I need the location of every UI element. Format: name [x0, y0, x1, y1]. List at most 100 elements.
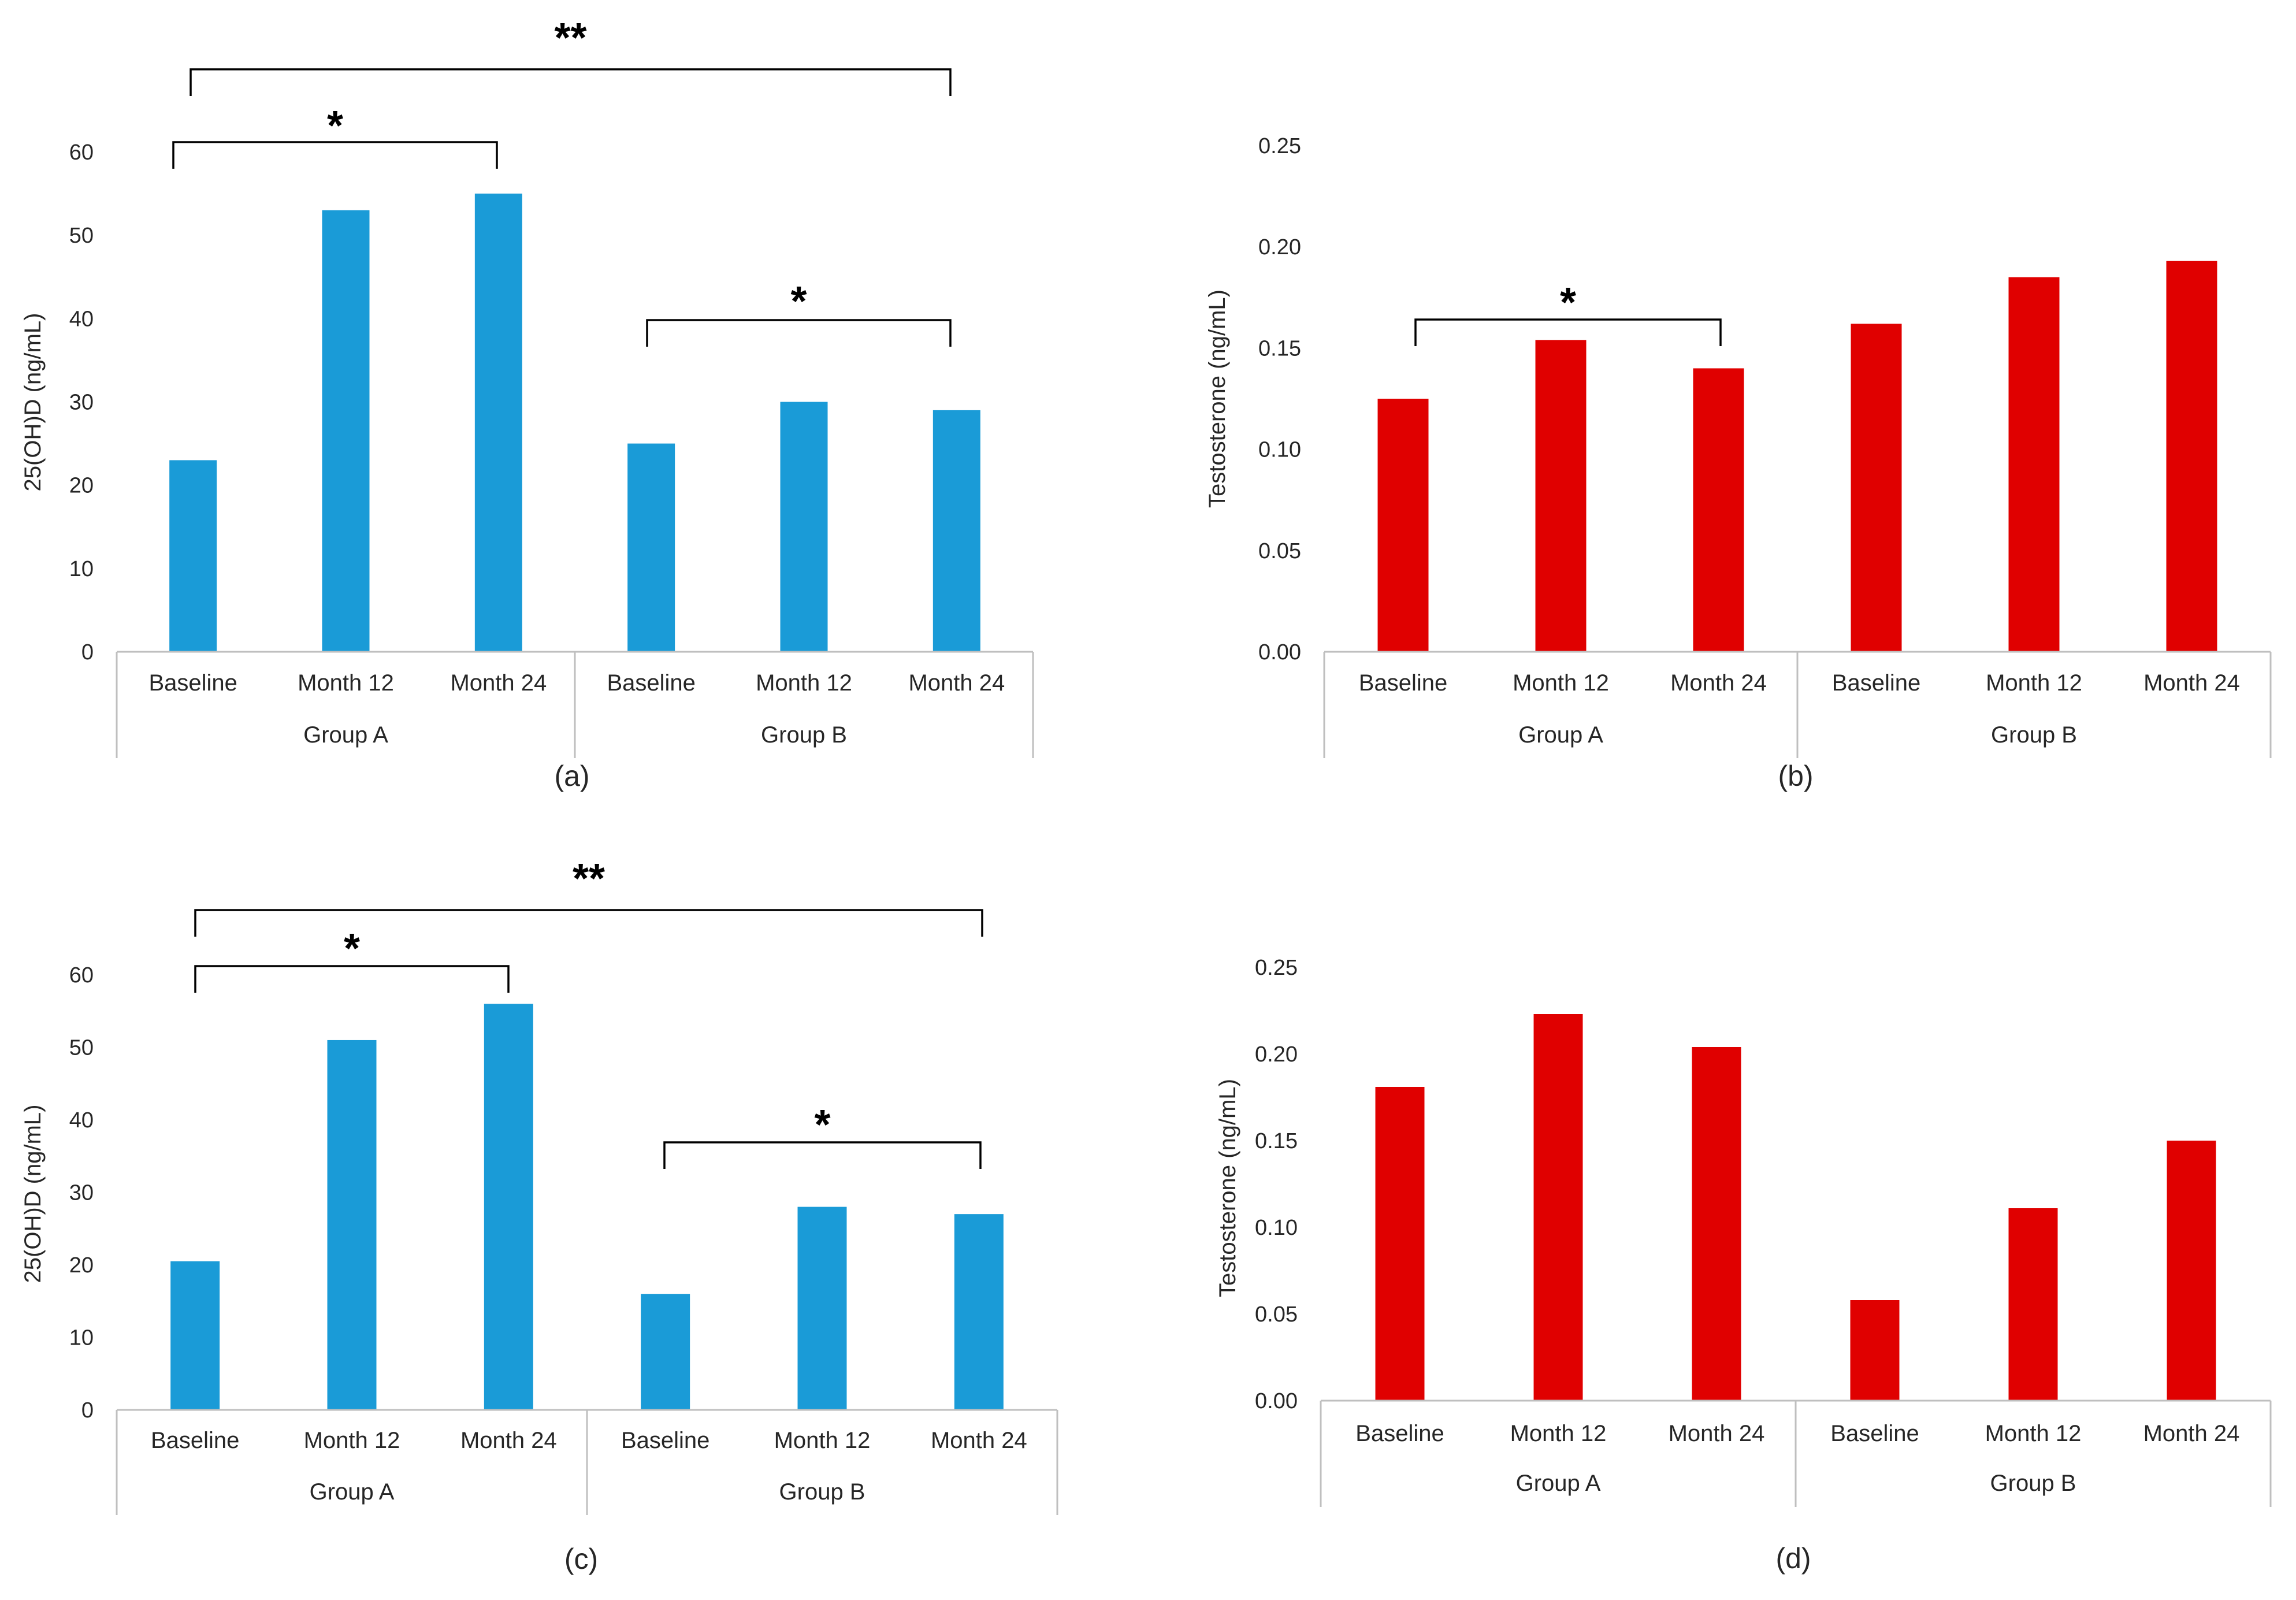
- y-tick-label: 20: [69, 1253, 94, 1278]
- bar-group-a-2: [484, 1004, 533, 1410]
- x-category-label: Baseline: [621, 1428, 709, 1453]
- y-tick-label: 0.10: [1255, 1216, 1298, 1240]
- chart-a: 0 10 20 30 40 50 60 25(OH)D (ng/mL) Baseline Mont…: [20, 15, 1034, 792]
- significance-label: *: [1560, 280, 1576, 326]
- x-category-label: Baseline: [1359, 670, 1447, 696]
- y-tick-label: 0.00: [1255, 1389, 1298, 1413]
- bar-group-a-2: [1693, 368, 1744, 652]
- y-tick-label: 60: [69, 963, 94, 988]
- y-tick-label: 30: [69, 391, 94, 415]
- y-tick-label: 10: [69, 557, 94, 581]
- x-category-label: Month 12: [1513, 670, 1609, 696]
- x-group-label: Group B: [1991, 722, 2077, 748]
- x-category-label: Baseline: [1355, 1421, 1444, 1446]
- y-tick-label: 30: [69, 1181, 94, 1205]
- x-category-label: Baseline: [607, 670, 695, 696]
- y-tick-label: 60: [69, 140, 94, 165]
- y-tick-label: 40: [69, 307, 94, 331]
- x-category-label: Month 12: [1985, 1421, 2082, 1446]
- y-axis-title: Testosterone (ng/mL): [1215, 1079, 1240, 1297]
- bar-group-b-3: [627, 443, 675, 652]
- y-tick-label: 0.05: [1255, 1302, 1298, 1327]
- panel-label: (c): [564, 1543, 598, 1575]
- panel-label: (b): [1778, 760, 1813, 792]
- bar-group-a-0: [1375, 1087, 1425, 1401]
- y-tick-label: 0.15: [1258, 336, 1301, 361]
- x-category-label: Month 12: [298, 670, 394, 696]
- bar-group-b-4: [2008, 1208, 2058, 1401]
- bar-group-b-5: [932, 410, 980, 652]
- bar-group-a-2: [1692, 1047, 1741, 1401]
- x-category-label: Baseline: [1830, 1421, 1919, 1446]
- bar-group-b-5: [954, 1214, 1004, 1410]
- y-tick-label: 20: [69, 474, 94, 498]
- significance-label: *: [327, 103, 343, 149]
- y-tick-label: 40: [69, 1108, 94, 1133]
- bar-group-a-2: [474, 194, 522, 652]
- significance-label: **: [554, 15, 586, 61]
- bar-group-b-4: [2008, 277, 2060, 652]
- x-group-label: Group A: [1518, 722, 1603, 748]
- y-tick-label: 0: [81, 1398, 94, 1423]
- bar-group-a-1: [1535, 340, 1587, 652]
- y-axis-title: Testosterone (ng/mL): [1205, 289, 1230, 508]
- y-tick-label: 0: [81, 640, 94, 664]
- x-category-label: Baseline: [151, 1428, 239, 1453]
- bar-group-a-0: [1377, 399, 1429, 652]
- x-category-label: Month 24: [2143, 1421, 2240, 1446]
- x-group-label: Group A: [310, 1479, 395, 1505]
- x-group-label: Group B: [761, 722, 847, 748]
- y-tick-label: 0.15: [1255, 1129, 1298, 1153]
- bar-group-a-1: [322, 210, 370, 652]
- significance-bracket: [172, 141, 498, 169]
- bar-group-b-5: [2166, 261, 2217, 652]
- bar-group-b-4: [780, 402, 828, 652]
- chart-c: 0 10 20 30 40 50 60 25(OH)D (ng/mL) Baseline Mont…: [20, 856, 1058, 1575]
- x-group-label: Group A: [1516, 1471, 1601, 1496]
- panel-label: (a): [554, 760, 589, 792]
- bar-group-a-1: [327, 1040, 377, 1410]
- bar-group-a-1: [1533, 1014, 1583, 1401]
- significance-bracket: [1414, 318, 1722, 346]
- x-category-label: Baseline: [148, 670, 237, 696]
- x-category-label: Month 24: [460, 1428, 557, 1453]
- y-tick-label: 0.10: [1258, 438, 1301, 462]
- y-tick-label: 0.20: [1258, 235, 1301, 259]
- x-category-label: Month 24: [908, 670, 1005, 696]
- significance-label: *: [790, 279, 807, 325]
- significance-bracket: [663, 1141, 982, 1169]
- significance-bracket: [646, 319, 952, 347]
- y-tick-label: 0.05: [1258, 539, 1301, 563]
- x-category-label: Month 24: [2143, 670, 2240, 696]
- significance-label: *: [344, 926, 360, 972]
- x-category-label: Month 12: [304, 1428, 400, 1453]
- bar-group-b-3: [641, 1294, 690, 1410]
- x-group-label: Group A: [303, 722, 388, 748]
- y-tick-label: 50: [69, 224, 94, 248]
- y-tick-label: 0.00: [1258, 640, 1301, 664]
- chart-b: 0.00 0.05 0.10 0.15 0.20 0.25 Testosterone (ng…: [1205, 134, 2272, 792]
- chart-d: 0.00 0.05 0.10 0.15 0.20 0.25 Testosterone (ng…: [1215, 956, 2272, 1575]
- significance-label: *: [814, 1102, 830, 1148]
- x-category-label: Month 24: [1669, 1421, 1765, 1446]
- x-category-label: Month 24: [450, 670, 547, 696]
- y-tick-label: 50: [69, 1036, 94, 1060]
- x-category-label: Baseline: [1832, 670, 1920, 696]
- bar-group-b-5: [2167, 1141, 2216, 1401]
- significance-bracket: [194, 965, 510, 993]
- x-category-label: Month 12: [756, 670, 852, 696]
- significance-bracket: [194, 909, 983, 937]
- x-category-label: Month 24: [931, 1428, 1027, 1453]
- y-tick-label: 0.20: [1255, 1042, 1298, 1067]
- y-axis-title: 25(OH)D (ng/mL): [20, 313, 46, 492]
- x-category-label: Month 12: [774, 1428, 871, 1453]
- significance-label: **: [573, 856, 605, 902]
- x-group-label: Group B: [1990, 1471, 2076, 1496]
- significance-bracket: [190, 68, 952, 96]
- y-axis-title: 25(OH)D (ng/mL): [20, 1105, 46, 1283]
- bar-group-b-3: [1851, 324, 1902, 652]
- x-group-label: Group B: [779, 1479, 865, 1505]
- bar-group-a-0: [170, 1261, 220, 1410]
- x-category-label: Month 24: [1670, 670, 1767, 696]
